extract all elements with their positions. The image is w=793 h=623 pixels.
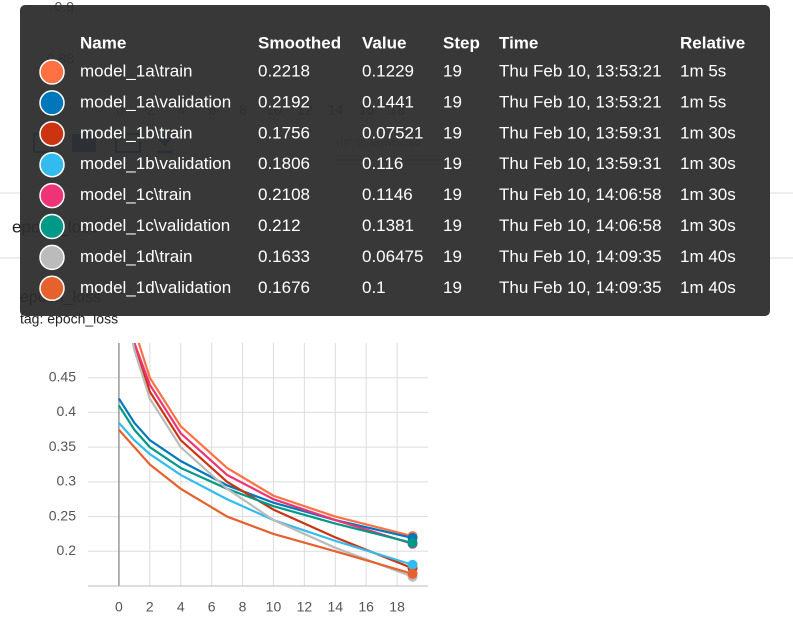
row-cell: Thu Feb 10, 14:06:58	[499, 185, 662, 204]
series-line	[118, 429, 413, 575]
row-cell: 1m 40s	[680, 278, 736, 297]
column-header: Value	[362, 33, 406, 52]
x-tick-label: 6	[208, 599, 216, 615]
row-cell: 19	[443, 185, 462, 204]
row-cell: 0.2108	[258, 185, 310, 204]
row-cell: 1m 30s	[680, 185, 736, 204]
column-header: Name	[80, 33, 126, 52]
y-tick-label: 0.4	[57, 403, 77, 419]
row-cell: 0.1756	[258, 123, 310, 142]
row-name: model_1a\train	[80, 61, 192, 80]
row-cell: 0.1633	[258, 247, 310, 266]
row-name: model_1b\validation	[80, 154, 231, 173]
row-name: model_1a\validation	[80, 92, 231, 111]
row-cell: 0.1146	[362, 185, 413, 204]
hover-dot	[407, 537, 418, 548]
column-header: Time	[499, 33, 538, 52]
row-cell: Thu Feb 10, 13:59:31	[499, 154, 662, 173]
row-name: model_1d\validation	[80, 278, 231, 297]
y-tick-label: 0.25	[49, 507, 76, 523]
row-cell: 19	[443, 247, 462, 266]
series-swatch	[39, 213, 65, 240]
row-cell: 1m 30s	[680, 216, 736, 235]
series-swatch	[39, 182, 65, 209]
hover-dot	[407, 568, 418, 579]
series-line	[131, 343, 413, 578]
series-swatch	[39, 275, 65, 302]
series-line	[118, 422, 413, 566]
row-cell: 0.07521	[362, 123, 423, 142]
row-cell: 19	[443, 278, 462, 297]
series-line	[117, 404, 413, 545]
x-tick-label: 16	[358, 599, 374, 615]
series-lines	[117, 343, 413, 578]
row-cell: 0.212	[258, 216, 301, 235]
row-name: model_1c\validation	[80, 216, 230, 235]
row-cell: 0.1676	[258, 278, 310, 297]
column-header: Relative	[680, 33, 745, 52]
y-tick-label: 0.2	[57, 542, 77, 558]
x-tick-label: 14	[327, 599, 343, 615]
plot: 0.2 0.25 0.3 0.35 0.4 0.45 0 2 4 6 8 10 12 14 16 18	[49, 343, 428, 615]
series-line	[137, 343, 413, 538]
tooltip-table: Name Smoothed Value Step Time Relative model_1…	[39, 33, 745, 302]
row-cell: 0.06475	[362, 247, 423, 266]
series-swatch	[39, 121, 65, 147]
row-cell: 1m 5s	[680, 61, 726, 80]
row-cell: 1m 30s	[680, 123, 736, 142]
row-cell: 19	[443, 61, 462, 80]
column-header: Step	[443, 33, 480, 52]
row-cell: 19	[443, 154, 462, 173]
x-tick-label: 18	[389, 599, 405, 615]
column-header: Smoothed	[258, 33, 341, 52]
row-name: model_1b\train	[80, 123, 192, 142]
tooltip	[20, 5, 770, 316]
row-cell: 0.1229	[362, 61, 414, 80]
series-swatch	[39, 59, 65, 85]
row-cell: 19	[443, 216, 462, 235]
row-cell: Thu Feb 10, 14:09:35	[499, 278, 662, 297]
hover-dot	[407, 559, 418, 570]
series-swatch	[39, 90, 65, 116]
row-cell: 0.1806	[258, 154, 310, 173]
x-tick-label: 12	[297, 599, 313, 615]
row-cell: Thu Feb 10, 14:06:58	[499, 216, 662, 235]
row-cell: 0.1	[362, 278, 386, 297]
row-cell: 0.2218	[258, 61, 310, 80]
row-cell: 1m 5s	[680, 92, 726, 111]
row-cell: 0.1441	[362, 92, 414, 111]
row-name: model_1d\train	[80, 247, 192, 266]
row-cell: 19	[443, 123, 462, 142]
row-cell: 1m 30s	[680, 154, 736, 173]
series-swatch	[39, 244, 65, 271]
series-line	[133, 343, 413, 545]
x-tick-label: 10	[266, 599, 282, 615]
row-cell: 0.2192	[258, 92, 310, 111]
y-tick-label: 0.3	[57, 473, 77, 489]
x-tick-label: 4	[177, 599, 185, 615]
x-tick-label: 2	[146, 599, 154, 615]
row-name: model_1c\train	[80, 185, 192, 204]
y-tick-label: 0.45	[49, 368, 76, 384]
row-cell: Thu Feb 10, 13:59:31	[499, 123, 662, 142]
row-cell: 19	[443, 92, 462, 111]
row-cell: Thu Feb 10, 13:53:21	[499, 92, 662, 111]
row-cell: 0.116	[362, 154, 403, 173]
series-swatch	[39, 151, 65, 178]
row-cell: Thu Feb 10, 13:53:21	[499, 61, 662, 80]
x-tick-label: 8	[239, 599, 247, 615]
y-tick-label: 0.35	[49, 438, 76, 454]
x-tick-label: 0	[115, 599, 123, 615]
row-cell: 1m 40s	[680, 247, 736, 266]
row-cell: Thu Feb 10, 14:09:35	[499, 247, 662, 266]
row-cell: 0.1381	[362, 216, 414, 235]
